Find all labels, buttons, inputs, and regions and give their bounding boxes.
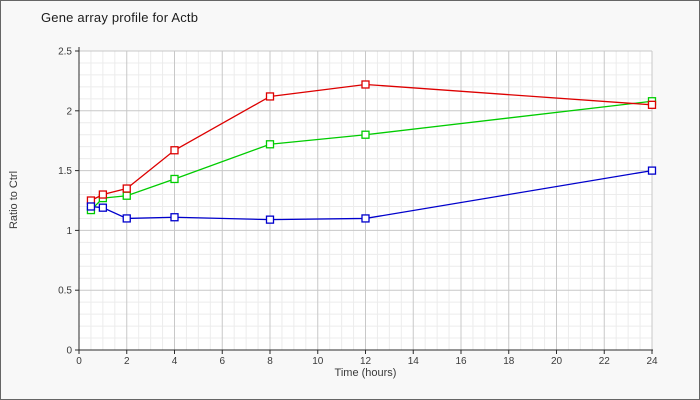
red-series-marker <box>361 80 370 89</box>
x-tick-label: 14 <box>408 356 420 367</box>
chart-title: Gene array profile for Actb <box>41 10 199 25</box>
y-tick-label: 0 <box>66 346 72 357</box>
x-tick-label: 0 <box>76 356 82 367</box>
x-tick-label: 10 <box>312 356 324 367</box>
x-tick-label: 18 <box>503 356 515 367</box>
red-series-marker <box>122 184 131 193</box>
x-tick-label: 6 <box>219 356 225 367</box>
y-tick-label: 0.5 <box>58 286 72 297</box>
blue-series-marker <box>86 202 96 211</box>
x-tick-label: 4 <box>172 356 178 367</box>
x-tick-label: 16 <box>455 356 467 367</box>
blue-series-marker <box>170 213 179 222</box>
x-axis-title: Time (hours) <box>334 367 397 379</box>
y-tick-label: 1.5 <box>58 166 72 177</box>
red-series-marker <box>170 146 179 155</box>
blue-series-marker <box>647 166 657 175</box>
red-series-marker <box>265 92 275 101</box>
red-series-marker <box>647 100 657 109</box>
red-series-marker <box>98 190 108 199</box>
y-tick-label: 2 <box>66 106 72 117</box>
x-tick-label: 22 <box>599 356 611 367</box>
green-series-marker <box>122 191 131 200</box>
blue-series-marker <box>361 214 370 223</box>
blue-series-marker <box>265 215 275 224</box>
green-series-marker <box>170 174 179 184</box>
green-series-marker <box>265 140 275 149</box>
x-tick-label: 12 <box>360 356 372 367</box>
x-tick-label: 20 <box>551 356 563 367</box>
y-tick-label: 2.5 <box>58 47 72 58</box>
x-tick-label: 2 <box>124 356 130 367</box>
y-axis-title: Ratio to Ctrl <box>8 170 20 230</box>
x-tick-label: 8 <box>267 356 273 367</box>
y-tick-label: 1 <box>66 226 72 237</box>
blue-series-marker <box>122 214 131 223</box>
green-series-marker <box>361 130 370 139</box>
x-tick-label: 24 <box>646 356 658 367</box>
blue-series-marker <box>98 203 108 212</box>
